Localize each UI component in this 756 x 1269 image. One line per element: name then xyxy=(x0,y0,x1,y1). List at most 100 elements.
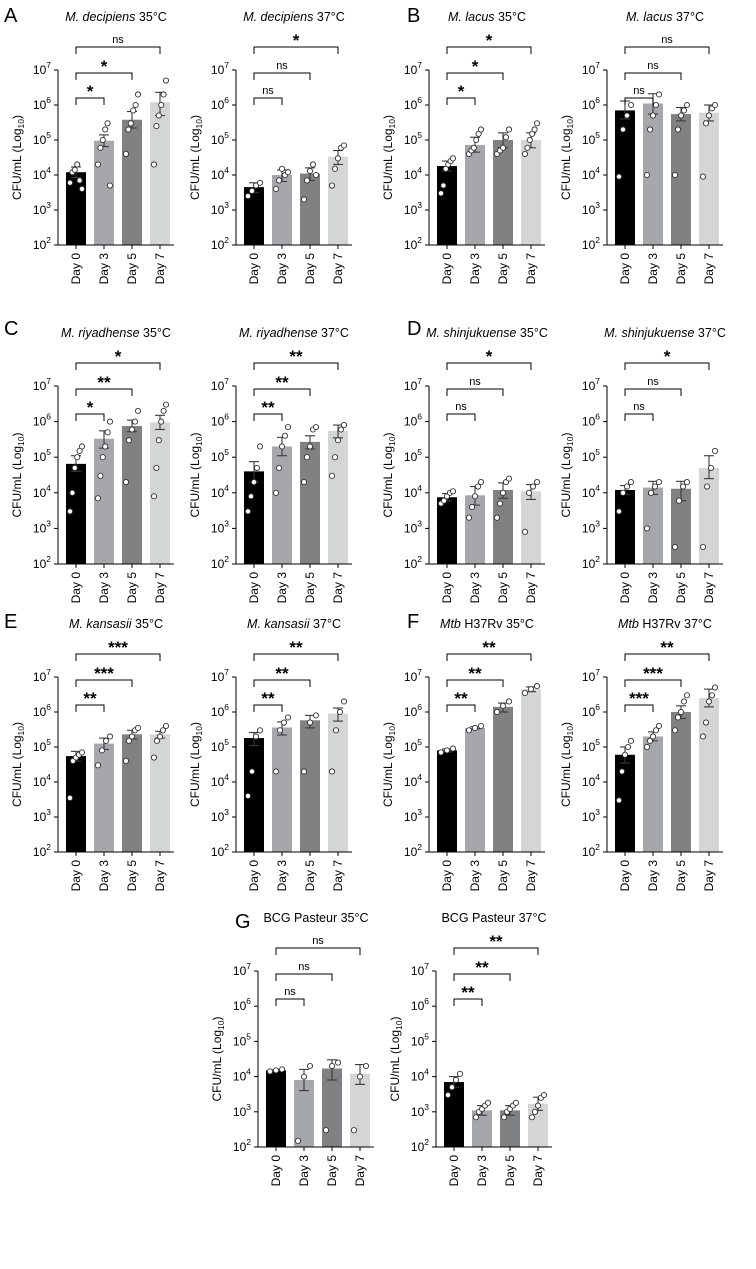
tick-exponent: 5 xyxy=(46,447,51,457)
significance-bracket-1: *** xyxy=(624,689,654,712)
y-tick-label: 103 xyxy=(404,518,422,535)
chart-title: BCG Pasteur 37°C xyxy=(441,911,546,925)
tick-base: 10 xyxy=(411,964,425,978)
data-point xyxy=(130,107,137,114)
y-tick-label: 105 xyxy=(582,130,600,147)
tick-exponent: 3 xyxy=(46,807,51,817)
data-point xyxy=(160,407,167,414)
bar-3 xyxy=(122,734,142,852)
tick-base: 10 xyxy=(411,999,425,1013)
tick-base: 10 xyxy=(404,379,418,393)
bracket-line xyxy=(446,704,476,712)
data-point xyxy=(340,142,348,149)
y-tick-label: 105 xyxy=(33,447,51,464)
tick-base: 10 xyxy=(404,521,418,535)
data-point xyxy=(128,426,136,433)
x-category-label: Day 0 xyxy=(440,572,454,604)
tick-base: 10 xyxy=(404,133,418,147)
data-point xyxy=(527,686,535,693)
data-point xyxy=(456,1070,464,1077)
y-tick-label: 104 xyxy=(404,483,422,500)
data-point xyxy=(66,508,74,515)
data-point xyxy=(675,497,683,504)
data-point xyxy=(437,190,445,197)
bracket-line xyxy=(446,679,504,687)
chart-title: M. shinjukuense 35°C xyxy=(426,326,548,340)
data-point xyxy=(683,479,691,486)
y-tick-label: 107 xyxy=(33,60,51,77)
y-tick-label: 102 xyxy=(211,842,229,859)
bar-1 xyxy=(66,463,86,564)
data-point xyxy=(505,475,513,482)
bar-3 xyxy=(300,441,320,564)
data-point xyxy=(102,126,109,133)
chart-panel-5: C M. riyadhense 35°C102103104105106107Day… xyxy=(4,318,174,603)
ylabel-sub: 10 xyxy=(565,436,575,446)
y-tick-label: 106 xyxy=(404,95,422,112)
data-point xyxy=(646,126,654,133)
data-point xyxy=(683,101,691,109)
chart-title: M. kansasii 35°C xyxy=(69,617,163,631)
data-point xyxy=(500,1114,508,1121)
tick-exponent: 7 xyxy=(224,667,229,677)
data-point xyxy=(102,443,109,450)
data-point xyxy=(471,493,479,500)
panel-label: F xyxy=(407,611,419,633)
tick-exponent: 4 xyxy=(595,165,600,175)
bar-4 xyxy=(328,430,348,564)
tick-exponent: 5 xyxy=(417,130,422,140)
panel-label: G xyxy=(235,911,251,933)
ylabel-post: ) xyxy=(381,432,395,436)
data-point xyxy=(531,1108,539,1115)
data-point xyxy=(711,447,719,454)
data-point xyxy=(655,722,663,729)
y-tick-label: 102 xyxy=(582,235,600,252)
bar-1 xyxy=(66,756,86,852)
tick-base: 10 xyxy=(211,203,225,217)
significance-label: ** xyxy=(83,689,97,708)
y-tick-label: 105 xyxy=(582,447,600,464)
data-point xyxy=(125,737,133,744)
tick-base: 10 xyxy=(33,670,47,684)
ylabel-sub: 10 xyxy=(194,436,204,446)
tick-exponent: 7 xyxy=(224,376,229,386)
data-point xyxy=(699,733,707,740)
chart-title: Mtb H37Rv 35°C xyxy=(440,617,534,631)
data-point xyxy=(300,479,308,486)
tick-base: 10 xyxy=(404,845,418,859)
x-category-label: Day 3 xyxy=(646,860,660,892)
tick-exponent: 5 xyxy=(46,737,51,747)
data-point xyxy=(162,722,170,729)
tick-base: 10 xyxy=(33,557,47,571)
panel-label: D xyxy=(407,318,421,340)
data-point xyxy=(624,743,632,751)
bracket-line xyxy=(624,413,654,421)
significance-bracket-3: * xyxy=(446,31,532,54)
y-tick-label: 103 xyxy=(211,200,229,217)
significance-label: * xyxy=(87,398,94,417)
tick-exponent: 2 xyxy=(224,554,229,564)
tick-base: 10 xyxy=(33,705,47,719)
data-point xyxy=(153,123,160,130)
data-point xyxy=(337,426,345,433)
data-point xyxy=(350,1127,358,1134)
significance-label: ns xyxy=(661,34,673,46)
x-category-label: Day 3 xyxy=(97,860,111,892)
data-point xyxy=(643,171,651,179)
y-tick-label: 104 xyxy=(33,483,51,500)
tick-exponent: 7 xyxy=(417,376,422,386)
data-point xyxy=(98,747,106,754)
ylabel-post: ) xyxy=(10,722,24,726)
bar-4 xyxy=(150,422,170,564)
data-point xyxy=(252,182,260,189)
y-tick-label: 105 xyxy=(211,737,229,754)
bar-4 xyxy=(521,140,541,245)
data-point xyxy=(94,161,102,168)
data-point xyxy=(470,144,477,151)
tick-base: 10 xyxy=(33,810,47,824)
chart-title-italic: M. decipiens xyxy=(243,10,313,24)
x-category-label: Day 0 xyxy=(269,1155,283,1187)
bracket-line xyxy=(446,97,476,105)
